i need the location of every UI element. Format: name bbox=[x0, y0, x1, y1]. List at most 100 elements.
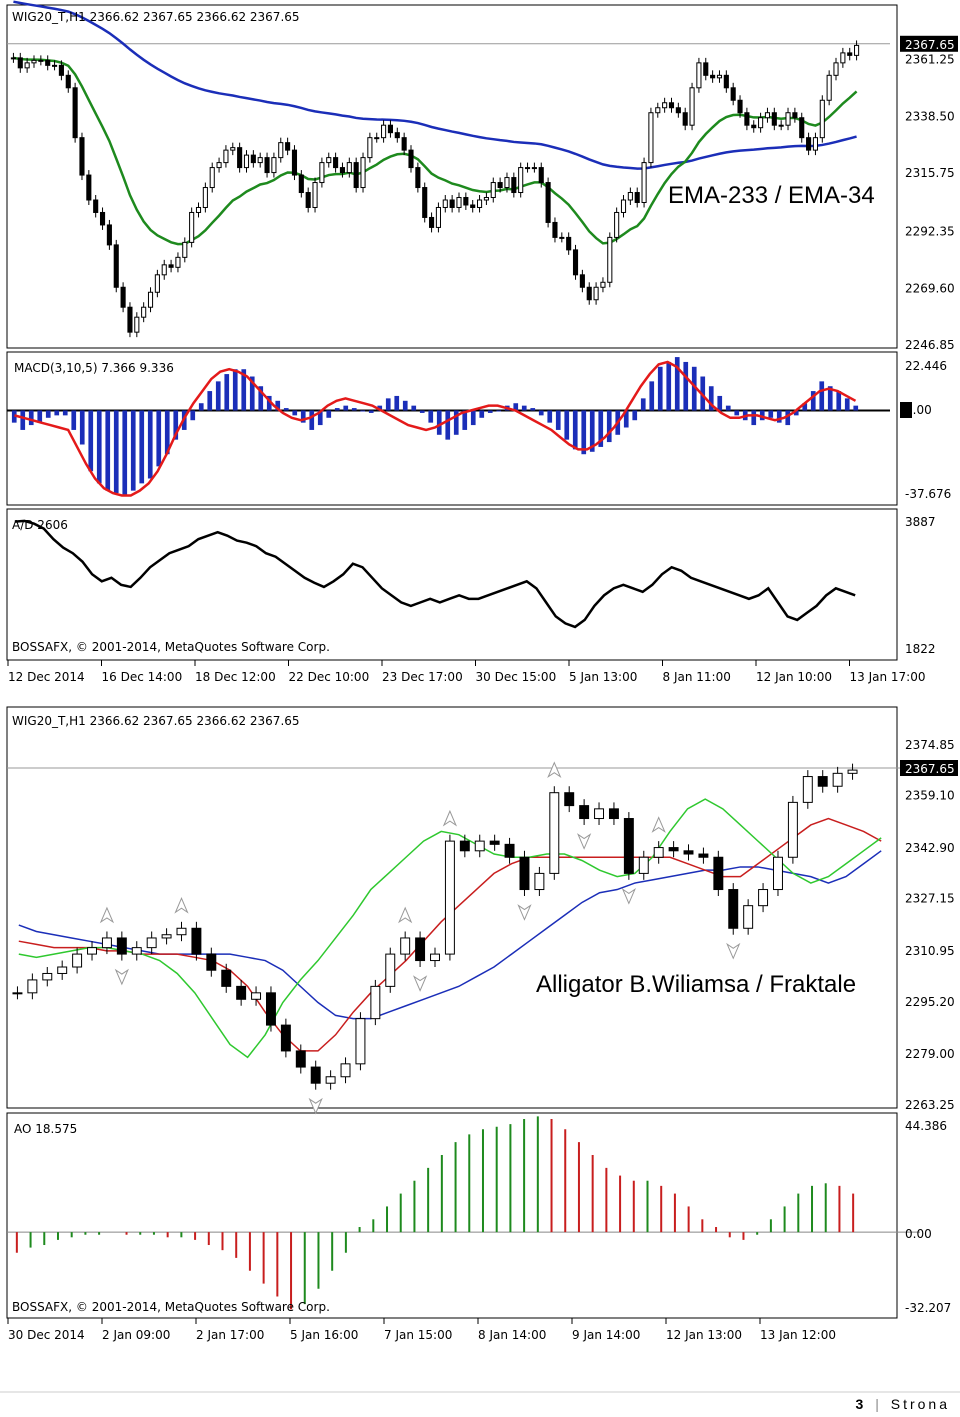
p1-candle bbox=[449, 199, 455, 208]
p4-candle bbox=[817, 776, 828, 787]
ad-panel bbox=[14, 519, 856, 629]
macd-bar bbox=[666, 361, 672, 411]
p1-candle bbox=[648, 112, 654, 164]
p4-candle bbox=[743, 905, 754, 929]
p1-candle bbox=[655, 107, 661, 114]
footer-word: Strona bbox=[890, 1396, 950, 1412]
p4-candle bbox=[42, 972, 53, 981]
page-number: 3 bbox=[855, 1396, 867, 1412]
p1-candle bbox=[305, 192, 311, 208]
p1-candle bbox=[31, 59, 37, 64]
panel4-annotation: Alligator B.Wiliamsa / Fraktale bbox=[536, 971, 856, 998]
fractal-down-arrow bbox=[412, 975, 428, 992]
p1-candle bbox=[463, 197, 469, 206]
macd-bar bbox=[513, 403, 519, 411]
p1-candle bbox=[682, 112, 688, 126]
p4-candle bbox=[310, 1066, 321, 1084]
p4-candle bbox=[72, 953, 83, 968]
p1-candle bbox=[566, 236, 572, 251]
p1-candle bbox=[854, 44, 860, 56]
p1-candle bbox=[778, 124, 784, 127]
p1-candle bbox=[58, 64, 64, 76]
macd-bar bbox=[326, 410, 332, 418]
macd-bar bbox=[623, 410, 629, 428]
macd-bar bbox=[572, 410, 578, 450]
macd-bar bbox=[606, 410, 612, 443]
p1-candle bbox=[620, 199, 627, 213]
macd-bar bbox=[71, 410, 77, 430]
p1-candle bbox=[230, 147, 236, 151]
p1-candle bbox=[593, 286, 599, 301]
macd-bar bbox=[496, 410, 502, 412]
macd-bar bbox=[428, 410, 434, 423]
macd-bar bbox=[351, 408, 357, 411]
p1-candle bbox=[840, 52, 846, 64]
p1-candle bbox=[394, 132, 400, 139]
p1-candle bbox=[641, 162, 647, 203]
p1-candle bbox=[703, 62, 709, 76]
macd-bar bbox=[207, 391, 213, 411]
p1-candle bbox=[202, 187, 208, 208]
p4-candle bbox=[340, 1063, 351, 1078]
macd-bar bbox=[317, 410, 323, 426]
p4-candle bbox=[489, 840, 500, 845]
page-footer: 3 | Strona bbox=[856, 1396, 950, 1412]
macd-bar bbox=[147, 410, 153, 479]
ema-233-line bbox=[13, 0, 857, 170]
macd-bar bbox=[419, 410, 425, 413]
fractal-down-arrow bbox=[517, 904, 532, 921]
macd-bar bbox=[827, 386, 833, 411]
p1-candle bbox=[662, 102, 668, 109]
p4-candle bbox=[519, 856, 530, 891]
p4-candle bbox=[116, 937, 127, 955]
p1-candle bbox=[710, 74, 716, 79]
ad-min-label: 1822 bbox=[905, 642, 936, 656]
p4-candle bbox=[146, 937, 157, 949]
p4-candle bbox=[773, 856, 783, 891]
p1-candle bbox=[45, 59, 51, 66]
macd-bar bbox=[215, 381, 221, 411]
p4-candle bbox=[176, 927, 187, 936]
macd-signal-line bbox=[14, 360, 857, 497]
macd-bar bbox=[130, 410, 136, 491]
p1-candle bbox=[456, 197, 462, 208]
p1-candle bbox=[833, 62, 839, 76]
p1-candle bbox=[614, 211, 620, 238]
macd-bar bbox=[598, 410, 604, 447]
p1-candle bbox=[175, 256, 181, 268]
p4-candle bbox=[131, 947, 142, 955]
macd-bar bbox=[725, 405, 731, 411]
p1-candle bbox=[17, 57, 23, 69]
p1-candle bbox=[353, 162, 359, 189]
macd-bar bbox=[581, 410, 587, 455]
p1-candle bbox=[668, 102, 675, 109]
p1-candle bbox=[99, 211, 106, 226]
macd-bar bbox=[479, 410, 485, 418]
panel1-header: WIG20_T,H1 2366.62 2367.65 2366.62 2367.… bbox=[12, 10, 300, 24]
p1-candle bbox=[38, 59, 44, 62]
macd-bar bbox=[292, 410, 298, 416]
p1-candle bbox=[545, 182, 551, 223]
p4-candle bbox=[758, 889, 769, 907]
p1-candle bbox=[189, 211, 195, 243]
macd-bar bbox=[844, 398, 850, 411]
time-axis-1-label: 22 Dec 10:00 bbox=[289, 670, 370, 684]
copyright-2: BOSSAFX, © 2001-2014, MetaQuotes Softwar… bbox=[12, 1300, 330, 1314]
p1-candle bbox=[696, 62, 702, 89]
p1-candle bbox=[408, 149, 414, 169]
p1-candle bbox=[86, 174, 92, 201]
p4-candle bbox=[564, 792, 575, 807]
fractal-up-arrow bbox=[174, 897, 189, 914]
p4-candle bbox=[459, 840, 470, 852]
alligator-lips-line bbox=[18, 798, 882, 1059]
p1-candle bbox=[223, 149, 229, 164]
macd-bar bbox=[96, 410, 102, 484]
p1-candle bbox=[10, 57, 16, 60]
p1-candle bbox=[333, 157, 339, 169]
p1-candle bbox=[120, 286, 126, 308]
p1-candle bbox=[264, 157, 270, 174]
fractal-up-arrow bbox=[547, 761, 562, 779]
macd-bar bbox=[819, 381, 825, 411]
ad-label: A/D 2606 bbox=[12, 518, 68, 532]
